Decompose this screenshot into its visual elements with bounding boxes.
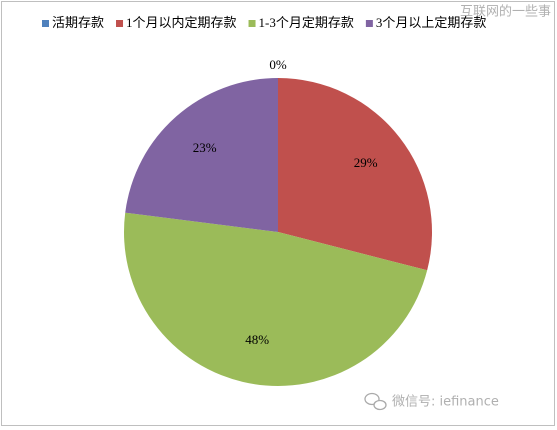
data-label: 23% [193,140,217,155]
data-label: 0% [269,57,287,72]
legend-swatch [248,20,256,27]
legend-label: 活期存款 [52,15,104,30]
legend-label: 1-3个月定期存款 [259,15,354,30]
legend-swatch [365,20,373,27]
watermark: 互联网的一些事 [460,4,551,20]
legend-swatch [116,20,124,27]
pie-slice [123,212,428,387]
pie-slice [125,78,279,232]
legend-label: 3个月以上定期存款 [376,15,487,30]
wechat-icon [364,392,387,411]
legend-label: 1个月以内定期存款 [126,15,237,30]
pie-slice [278,78,432,271]
data-label: 48% [245,332,269,347]
data-label: 29% [354,155,378,170]
watermark: 微信号: iefinance [392,395,499,410]
legend-swatch [42,20,49,27]
